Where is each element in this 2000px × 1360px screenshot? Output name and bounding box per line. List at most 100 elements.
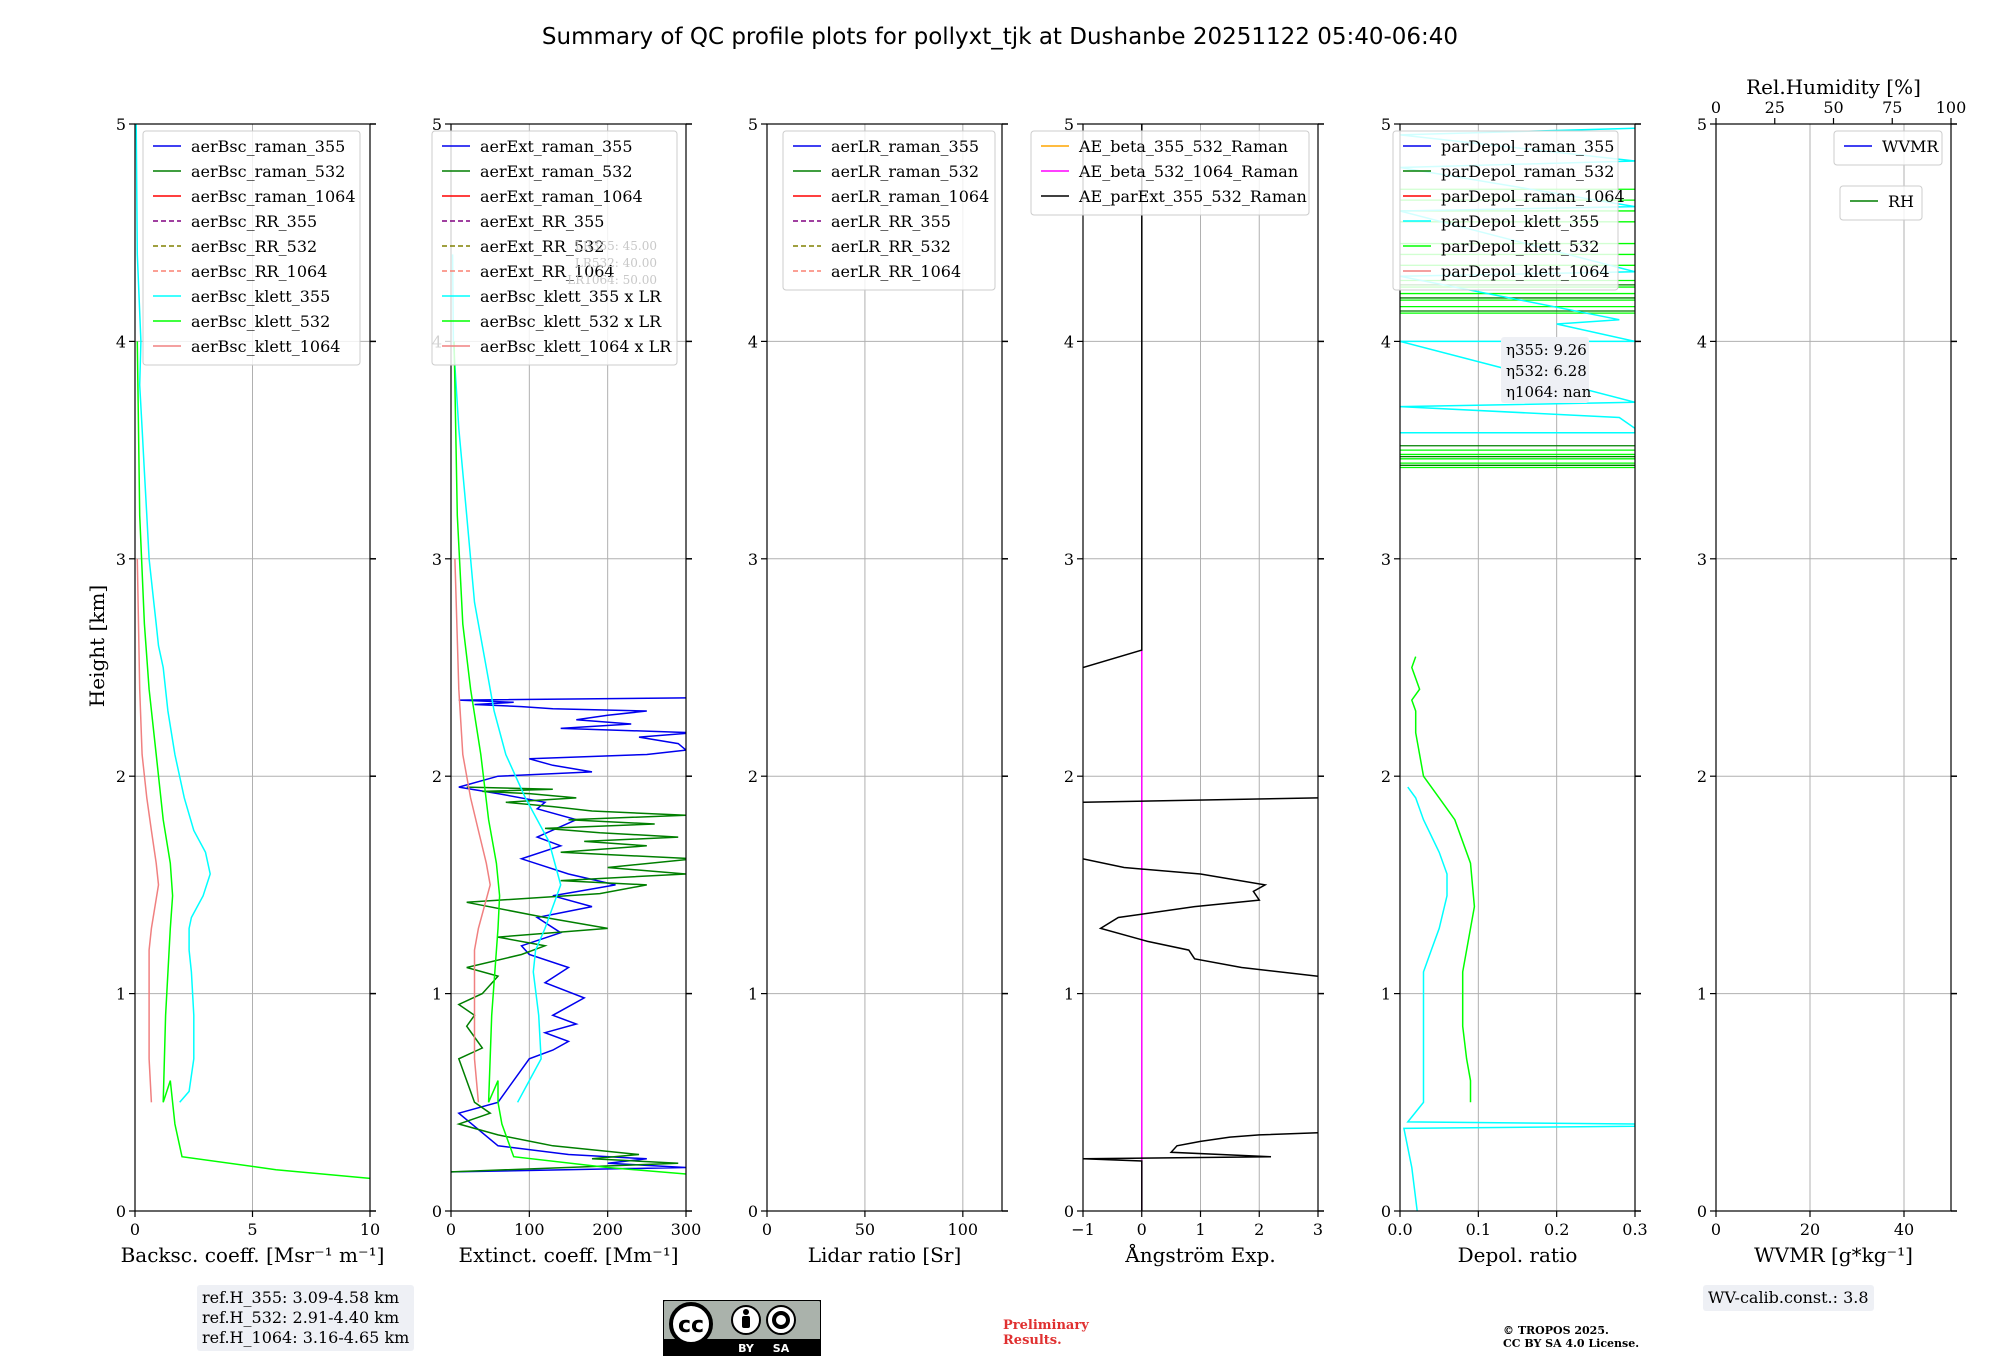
x-tick-label: 40 [1894,1220,1914,1239]
ref-height-1064: ref.H_1064: 3.16-4.65 km [202,1328,410,1347]
y-tick-label: 3 [1697,550,1707,569]
legend-label: aerBsc_RR_355 [191,212,317,231]
axes-frame [450,123,687,1212]
eta-label: η532: 6.28 [1506,362,1587,380]
legend-label: parDepol_klett_532 [1441,237,1599,256]
sa-label: SA [773,1342,790,1355]
legend-label: parDepol_raman_355 [1441,137,1614,156]
x-tick-label: −1 [1071,1220,1095,1239]
panel-bsc: 0 1 2 3 4 5 0 5 10 Backsc. coeff. [Msr⁻¹ m⁻¹] aerB… [116,115,385,1267]
legend-label: aerLR_RR_532 [831,237,951,256]
y-tick-label: 0 [1381,1202,1391,1221]
data-layer [451,254,686,1175]
data-layer [1083,124,1318,1211]
y-tick-label: 3 [1064,550,1074,569]
legend-label: aerLR_RR_1064 [831,262,961,281]
x-tick-label: 5 [247,1220,257,1239]
x-tick-label: 2 [1254,1220,1264,1239]
lr-label: LR1064: 50.00 [567,273,657,287]
y-tick-label: 3 [748,550,758,569]
y-tick-label: 1 [116,985,126,1004]
y-tick-label: 1 [1064,985,1074,1004]
series-line [451,786,686,1173]
by-label: BY [738,1342,755,1355]
by-icon-body [742,1316,750,1328]
y-tick-label: 0 [1697,1202,1707,1221]
y-tick-label: 1 [1381,985,1391,1004]
y-tick-label: 0 [432,1202,442,1221]
top-tick-label: 75 [1882,98,1902,117]
legend-frame [782,130,996,291]
eta-label: η1064: nan [1506,383,1592,401]
legend-label: aerExt_RR_532 [480,237,604,256]
series-line [135,124,211,1103]
cc-by-sa-logo: cc BY SA [663,1300,821,1356]
top-tick-label: 25 [1765,98,1785,117]
legend-frame [142,130,361,366]
top-tick-label: 0 [1711,98,1721,117]
wv-calib-box: WV-calib.const.: 3.8 [1703,1285,1874,1311]
series-line [1410,656,1476,1103]
y-tick-label: 2 [1064,767,1074,786]
y-tick-label: 4 [116,332,126,351]
x-axis-label: Extinct. coeff. [Mm⁻¹] [458,1243,678,1267]
y-tick-label: 3 [432,550,442,569]
legend-label: aerBsc_klett_1064 [191,337,340,356]
by-icon-head [743,1309,749,1315]
legend-label: AE_beta_532_1064_Raman [1078,162,1298,181]
panel-ext: 0123450100200300Extinct. coeff. [Mm⁻¹]ae… [431,115,701,1267]
legend-label: aerLR_raman_532 [831,162,979,181]
x-tick-label: 100 [948,1220,979,1239]
top-tick-label: 100 [1936,98,1967,117]
y-tick-label: 1 [748,985,758,1004]
legend: aerBsc_raman_355 aerBsc_raman_532 aerBsc_r… [142,130,361,366]
legend-label: aerExt_raman_355 [480,137,633,156]
wv-calib-text: WV-calib.const.: 3.8 [1708,1288,1869,1307]
sa-icon-arc [772,1311,790,1329]
legend-label: aerBsc_raman_1064 [191,187,356,206]
legend-label: aerLR_RR_355 [831,212,951,231]
y-tick-label: 2 [1697,767,1707,786]
legend-label: aerBsc_raman_532 [191,162,345,181]
x-axis-label: Backsc. coeff. [Msr⁻¹ m⁻¹] [121,1243,385,1267]
y-tick-label: 3 [1381,550,1391,569]
y-tick-label: 5 [1697,115,1707,134]
x-tick-label: 0 [762,1220,772,1239]
x-axis-label: Ångström Exp. [1124,1242,1275,1267]
x-tick-label: 0 [1137,1220,1147,1239]
legend-label: parDepol_raman_532 [1441,162,1614,181]
x-tick-label: 50 [855,1220,875,1239]
y-tick-label: 4 [1381,332,1391,351]
axes-frame [1715,123,1952,1212]
legend: AE_beta_355_532_Raman AE_beta_532_1064_Ra… [1030,130,1310,216]
axes-frame [766,123,1003,1212]
top-axis-label: Rel.Humidity [%] [1746,75,1921,99]
y-tick-label: 5 [116,115,126,134]
sa-icon [766,1305,796,1335]
legend-label: parDepol_raman_1064 [1441,187,1625,206]
y-tick-label: 0 [1064,1202,1074,1221]
cc-icon [669,1302,713,1346]
x-tick-label: 20 [1800,1220,1820,1239]
copyright-line-2: CC BY SA 4.0 License. [1503,1337,1640,1350]
x-tick-label: 200 [592,1220,623,1239]
series-line [136,341,370,1180]
cc-logo-text: cc [678,1313,704,1338]
y-tick-label: 3 [116,550,126,569]
x-axis-label: Depol. ratio [1458,1243,1578,1267]
legend-frame [1839,185,1923,221]
preliminary-note: Preliminary Results. [1003,1318,1089,1348]
y-tick-label: 2 [116,767,126,786]
x-tick-label: 0 [446,1220,456,1239]
top-tick-label: 50 [1823,98,1843,117]
copyright-note: © TROPOS 2025. CC BY SA 4.0 License. [1503,1324,1639,1350]
y-tick-label: 1 [432,985,442,1004]
legend-label: aerLR_raman_355 [831,137,979,156]
x-tick-label: 3 [1313,1220,1323,1239]
x-tick-label: 0.0 [1387,1220,1412,1239]
panel-depol: 0 1 2 3 4 5 0.0 0.1 0.2 0.3 Depol. ratio parDepol_r… [1381,115,1648,1267]
